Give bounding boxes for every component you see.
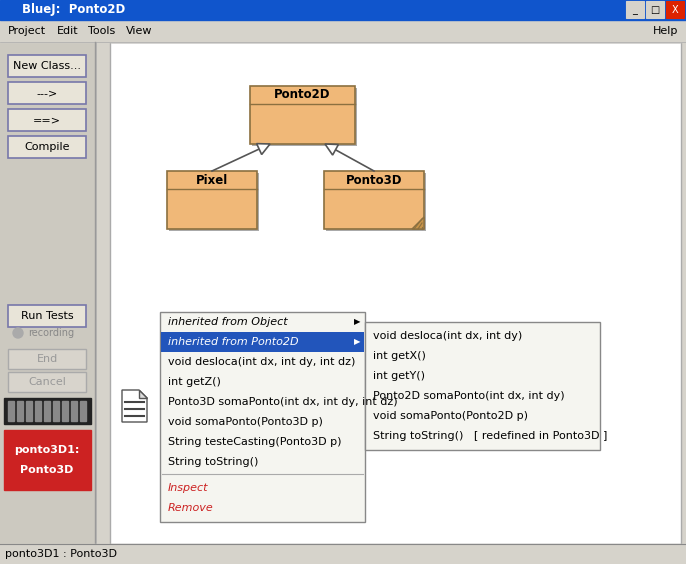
Text: Edit: Edit [56, 26, 78, 36]
Bar [17, 401, 23, 421]
Text: Ponto3D somaPonto(int dx, int dy, int dz): Ponto3D somaPonto(int dx, int dy, int dz… [168, 397, 398, 407]
Text: int getZ(): int getZ() [168, 377, 221, 387]
Bar [646, 1, 664, 18]
Bar [8, 136, 86, 158]
Bar [167, 171, 257, 229]
Bar [4, 398, 91, 424]
Text: inherited from Ponto2D: inherited from Ponto2D [168, 337, 298, 347]
Bar [4, 430, 91, 490]
Text: X: X [672, 5, 678, 15]
Bar [62, 401, 68, 421]
Bar [250, 86, 355, 144]
Text: ▶: ▶ [354, 337, 360, 346]
Polygon shape [325, 144, 338, 155]
Text: String toString()   [ redefined in Ponto3D ]: String toString() [ redefined in Ponto3D… [373, 431, 607, 441]
Bar [169, 173, 259, 231]
Text: New Class...: New Class... [13, 61, 81, 71]
Text: int getX(): int getX() [373, 351, 426, 361]
Text: □: □ [650, 5, 660, 15]
Text: End: End [36, 354, 58, 364]
Text: ponto3D1 : Ponto3D: ponto3D1 : Ponto3D [5, 549, 117, 559]
Bar [666, 1, 684, 18]
Bar [35, 401, 41, 421]
Bar [8, 55, 86, 77]
Text: ==>: ==> [33, 115, 61, 125]
Text: Ponto3D: Ponto3D [346, 174, 402, 187]
Bar [80, 401, 86, 421]
Bar [8, 372, 86, 392]
Text: String toString(): String toString() [168, 457, 259, 467]
Text: Cancel: Cancel [28, 377, 66, 387]
Bar [110, 42, 681, 544]
Bar [324, 171, 424, 229]
Text: void desloca(int dx, int dy, int dz): void desloca(int dx, int dy, int dz) [168, 357, 355, 367]
Bar [326, 173, 426, 231]
Text: Tools: Tools [88, 26, 116, 36]
Text: View: View [126, 26, 152, 36]
Bar [626, 1, 644, 18]
Bar [0, 20, 686, 42]
Bar [252, 88, 357, 146]
Bar [0, 42, 95, 544]
Text: inherited from Object: inherited from Object [168, 317, 287, 327]
Polygon shape [412, 217, 424, 229]
Text: Pixel: Pixel [196, 174, 228, 187]
Bar [8, 109, 86, 131]
Polygon shape [122, 390, 147, 422]
Text: --->: ---> [36, 88, 58, 98]
Bar [161, 332, 364, 352]
Circle shape [13, 328, 23, 338]
Text: Help: Help [652, 26, 678, 36]
Bar [0, 544, 686, 564]
Text: String testeCasting(Ponto3D p): String testeCasting(Ponto3D p) [168, 437, 342, 447]
Text: void somaPonto(Ponto2D p): void somaPonto(Ponto2D p) [373, 411, 528, 421]
Text: BlueJ:  Ponto2D: BlueJ: Ponto2D [22, 3, 126, 16]
Polygon shape [139, 390, 147, 398]
Bar [160, 312, 365, 522]
Text: Inspect: Inspect [168, 483, 209, 493]
Text: Run Tests: Run Tests [21, 311, 73, 321]
Text: Compile: Compile [24, 142, 70, 152]
Bar [8, 349, 86, 369]
Text: Ponto2D: Ponto2D [274, 89, 330, 102]
Text: Project: Project [8, 26, 46, 36]
Text: void somaPonto(Ponto3D p): void somaPonto(Ponto3D p) [168, 417, 323, 427]
Bar [71, 401, 77, 421]
Text: _: _ [632, 5, 637, 15]
Bar [8, 82, 86, 104]
Text: void desloca(int dx, int dy): void desloca(int dx, int dy) [373, 331, 522, 341]
Text: ▶: ▶ [354, 318, 360, 327]
Bar [53, 401, 59, 421]
Bar [44, 401, 50, 421]
Bar [26, 401, 32, 421]
Text: Ponto2D somaPonto(int dx, int dy): Ponto2D somaPonto(int dx, int dy) [373, 391, 565, 401]
Text: recording: recording [28, 328, 74, 338]
Text: int getY(): int getY() [373, 371, 425, 381]
Text: Remove: Remove [168, 503, 214, 513]
Bar [8, 305, 86, 327]
Bar [365, 322, 600, 450]
Text: ponto3D1:: ponto3D1: [14, 445, 80, 455]
Text: Ponto3D: Ponto3D [21, 465, 73, 475]
Bar [0, 0, 686, 20]
Bar [8, 401, 14, 421]
Polygon shape [257, 144, 270, 155]
